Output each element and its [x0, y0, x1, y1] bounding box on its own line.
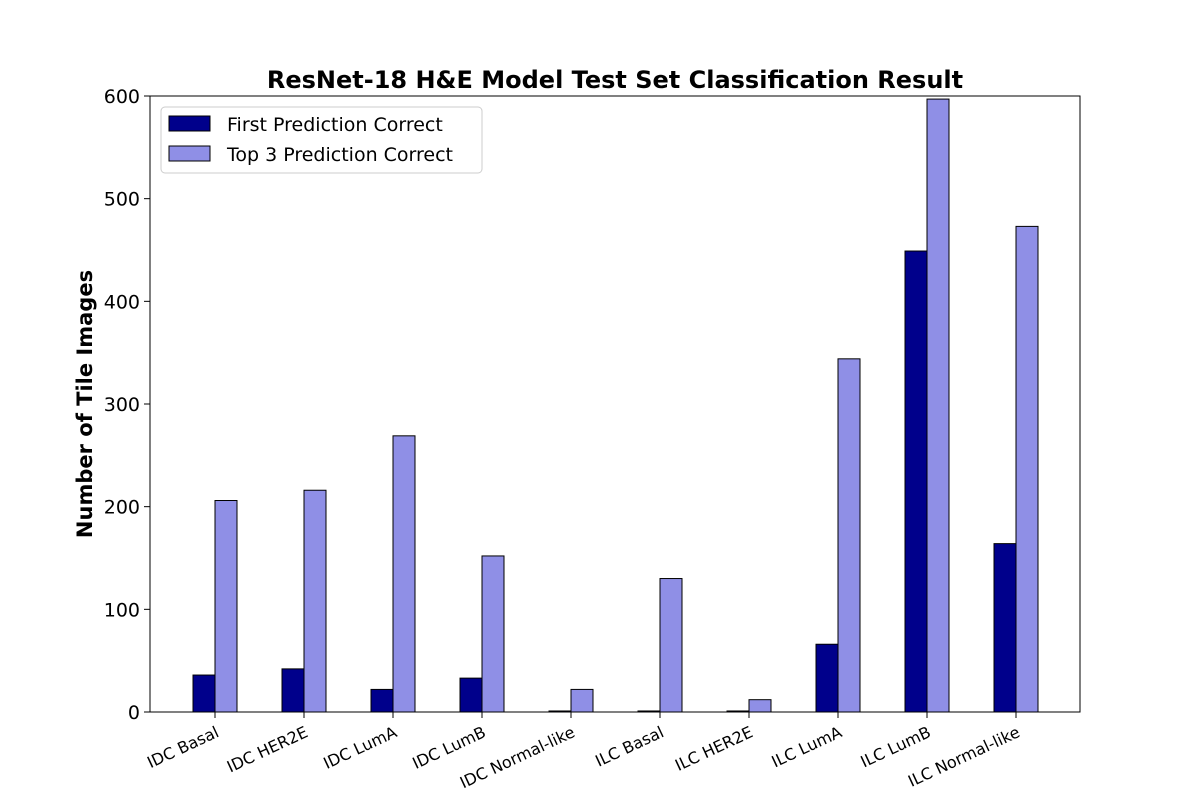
bar-first-2	[370, 688, 394, 713]
bar-top3-4	[570, 688, 594, 713]
bar-top3-1	[303, 489, 327, 713]
bar-first-0	[192, 674, 216, 713]
legend: First Prediction Correct Top 3 Prediction…	[160, 106, 483, 174]
bar-top3-5	[659, 578, 683, 713]
bar-first-7	[815, 643, 839, 713]
y-tick-label: 500	[104, 189, 140, 211]
legend-label-first: First Prediction Correct	[227, 114, 443, 136]
bar-first-3	[459, 677, 483, 713]
chart-title: ResNet-18 H&E Model Test Set Classificat…	[267, 66, 963, 94]
bar-top3-2	[392, 435, 416, 713]
legend-swatch-top3	[168, 145, 211, 162]
legend-box	[160, 106, 483, 174]
bar-top3-7	[837, 358, 861, 713]
bar-first-8	[904, 250, 928, 713]
y-tick-label: 600	[104, 86, 140, 108]
legend-label-top3: Top 3 Prediction Correct	[226, 144, 453, 166]
y-tick-label: 300	[104, 394, 140, 416]
y-tick-label: 100	[104, 599, 140, 621]
bar-top3-3	[481, 555, 505, 713]
y-tick-label: 200	[104, 497, 140, 519]
y-axis-label: Number of Tile Images	[73, 270, 97, 538]
y-axis-ticks: 0 100 200 300 400 500 600	[104, 86, 150, 724]
bar-top3-9	[1015, 225, 1039, 713]
legend-swatch-first	[168, 115, 211, 132]
bar-top3-0	[214, 500, 238, 713]
bar-first-9	[993, 543, 1017, 713]
y-tick-label: 400	[104, 291, 140, 313]
y-tick-label: 0	[128, 702, 140, 724]
bars-group	[192, 98, 1039, 713]
plot-frame	[149, 95, 1081, 713]
bar-top3-6	[748, 699, 772, 713]
bar-first-1	[281, 668, 305, 713]
bar-top3-8	[926, 98, 950, 713]
